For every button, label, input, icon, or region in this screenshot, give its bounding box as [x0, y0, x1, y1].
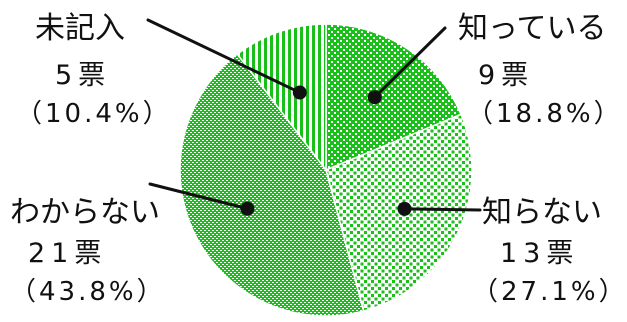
- label-votes-unanswered: 5票: [55, 60, 111, 91]
- leader-line: [373, 26, 447, 99]
- leader-dot: [240, 201, 255, 216]
- label-pct-dont-know: （27.1%）: [472, 277, 627, 307]
- label-votes-not-sure: 21票: [28, 238, 107, 269]
- slice-not-sure: [179, 52, 365, 317]
- leader-dot: [397, 201, 412, 216]
- label-votes-dont-know: 13票: [500, 238, 579, 269]
- label-name-not-sure: わからない: [10, 195, 160, 230]
- label-name-know: 知っている: [458, 11, 607, 46]
- leader-line: [146, 18, 302, 95]
- label-pct-not-sure: （43.8%）: [10, 277, 166, 307]
- leader-line: [403, 207, 482, 212]
- leader-dot: [292, 85, 307, 100]
- label-pct-unanswered: （10.4%）: [16, 99, 172, 129]
- slice-know: [325, 23, 462, 172]
- slice-unanswered: [236, 23, 327, 173]
- leader-dot: [367, 90, 382, 105]
- leader-line: [148, 182, 249, 211]
- label-name-dont-know: 知らない: [482, 195, 602, 230]
- label-votes-know: 9票: [478, 60, 534, 91]
- label-name-unanswered: 未記入: [35, 11, 125, 46]
- label-pct-know: （18.8%）: [467, 99, 623, 129]
